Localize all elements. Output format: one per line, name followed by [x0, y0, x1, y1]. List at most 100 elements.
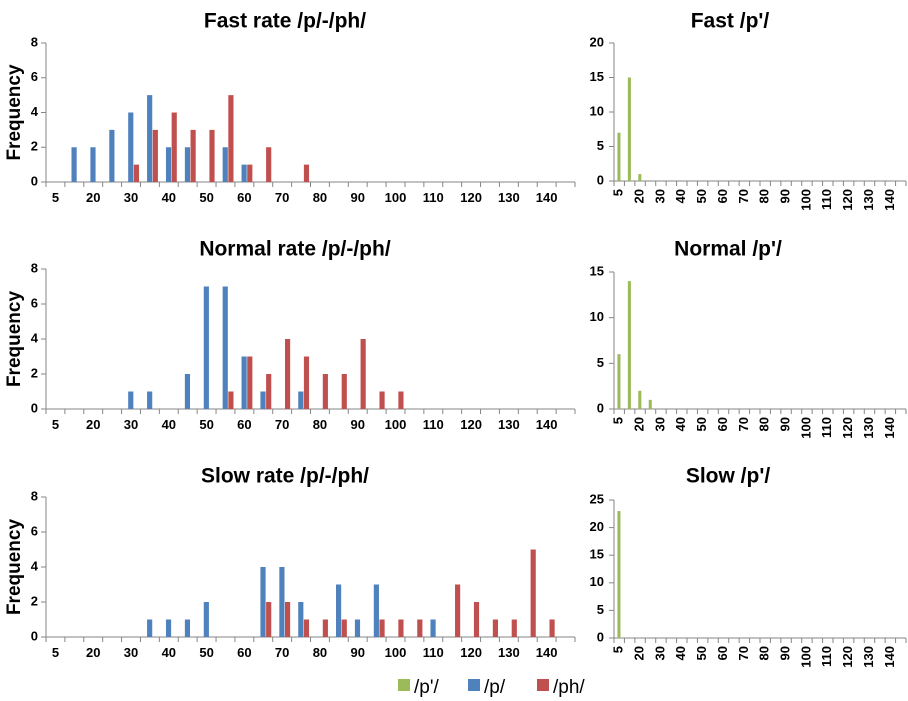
x-tick-label: 5: [611, 189, 626, 196]
bar-p-30: [128, 391, 134, 409]
x-tick-label: 60: [715, 417, 730, 431]
y-tick-label: 2: [31, 593, 38, 608]
y-tick-label: 0: [597, 629, 604, 644]
legend-swatch: [398, 679, 410, 691]
x-tick-label: 20: [86, 417, 100, 432]
x-tick-label: 130: [498, 645, 520, 660]
x-tick-label: 20: [86, 645, 100, 660]
bar-p_ejective-20: [638, 390, 642, 409]
series-p_ejective: [617, 77, 642, 181]
x-tick-label: 90: [350, 190, 364, 205]
x-tick-label: 120: [460, 645, 482, 660]
x-tick-label: 140: [882, 417, 897, 439]
bar-ph-65: [266, 374, 272, 409]
bar-ph-60: [247, 356, 253, 409]
bar-ph-115: [455, 584, 461, 637]
bar-p_ejective-25: [648, 399, 652, 409]
bar-p-65: [260, 567, 266, 637]
x-tick-label: 60: [715, 646, 730, 660]
y-tick-label: 10: [590, 103, 604, 118]
y-tick-label: 20: [590, 34, 604, 49]
series-ph: [133, 95, 310, 182]
y-tick-label: 8: [31, 488, 38, 503]
x-tick-label: 80: [313, 190, 327, 205]
bar-ph-125: [492, 619, 498, 637]
legend: /p'/ /p/ /ph/: [398, 677, 585, 698]
legend-label: /p/: [484, 677, 506, 698]
bar-ph-75: [303, 356, 310, 409]
bar-p-70: [279, 567, 285, 637]
legend-item-ph: /ph/: [537, 677, 585, 698]
y-tick-label: 4: [31, 104, 39, 119]
legend-item-p: /p/: [468, 677, 506, 698]
bar-ph-120: [473, 602, 480, 637]
bar-p-35: [147, 619, 153, 637]
x-tick-label: 50: [199, 645, 213, 660]
x-tick-label: 70: [736, 646, 751, 660]
y-tick-label: 0: [31, 173, 38, 188]
x-tick-label: 40: [673, 646, 688, 660]
bar-p-65: [260, 391, 266, 409]
bar-ph-135: [530, 549, 536, 637]
x-tick-label: 60: [237, 417, 251, 432]
bar-p_ejective-5: [617, 132, 621, 181]
bar-ph-70: [284, 602, 291, 637]
y-tick-label: 15: [590, 547, 604, 562]
bar-p-30: [128, 112, 134, 182]
x-tick-label: 5: [611, 417, 626, 424]
bar-p-15: [71, 147, 77, 182]
bar-p-50: [203, 602, 209, 637]
legend-label: /p'/: [414, 677, 439, 698]
bar-p-40: [165, 619, 172, 637]
bar-p-110: [430, 619, 436, 637]
x-tick-label: 20: [86, 190, 100, 205]
bar-ph-95: [379, 391, 385, 409]
bar-p-45: [184, 619, 191, 637]
bar-ph-85: [341, 374, 347, 409]
x-tick-label: 5: [52, 645, 59, 660]
x-tick-label: 90: [778, 189, 793, 203]
x-tick-label: 70: [736, 417, 751, 431]
bar-ph-105: [417, 619, 423, 637]
y-tick-label: 15: [590, 69, 604, 84]
bar-ph-95: [379, 619, 385, 637]
bar-ph-90: [360, 339, 366, 409]
y-tick-label: 25: [590, 491, 604, 506]
x-tick-label: 50: [694, 646, 709, 660]
bar-ph-100: [398, 391, 404, 409]
bar-p-50: [203, 286, 209, 409]
bar-p-60: [241, 164, 247, 182]
bar-p-25: [109, 129, 115, 182]
bar-ph-65: [266, 602, 272, 637]
x-tick-label: 120: [840, 646, 855, 668]
bar-ph-55: [228, 95, 234, 182]
y-tick-label: 15: [590, 263, 604, 278]
bar-ph-45: [190, 129, 196, 182]
x-tick-label: 90: [350, 417, 364, 432]
x-tick-label: 50: [199, 190, 213, 205]
bar-p-95: [373, 584, 379, 637]
y-axis-label: Frequency: [4, 64, 25, 161]
bar-ph-85: [341, 619, 347, 637]
legend-label: /ph/: [553, 677, 585, 698]
x-tick-label: 60: [715, 189, 730, 203]
x-tick-label: 100: [385, 417, 407, 432]
x-tick-label: 80: [757, 646, 772, 660]
bar-p-40: [165, 147, 172, 182]
legend-swatch: [468, 679, 480, 691]
y-axis-label: Frequency: [4, 519, 25, 616]
chart-fast-p-ph: Fast rate /p/-/ph/Frequency 0 2 4 6 8 5 20 30 40 5…: [4, 10, 576, 205]
bar-p-90: [354, 619, 361, 637]
bar-ph-75: [303, 619, 310, 637]
bar-ph-40: [171, 112, 177, 182]
y-tick-label: 5: [597, 355, 604, 370]
bar-p-75: [298, 391, 304, 409]
x-tick-label: 100: [798, 646, 813, 668]
x-tick-label: 5: [52, 190, 59, 205]
series-p: [71, 95, 247, 182]
y-tick-label: 6: [31, 523, 38, 538]
